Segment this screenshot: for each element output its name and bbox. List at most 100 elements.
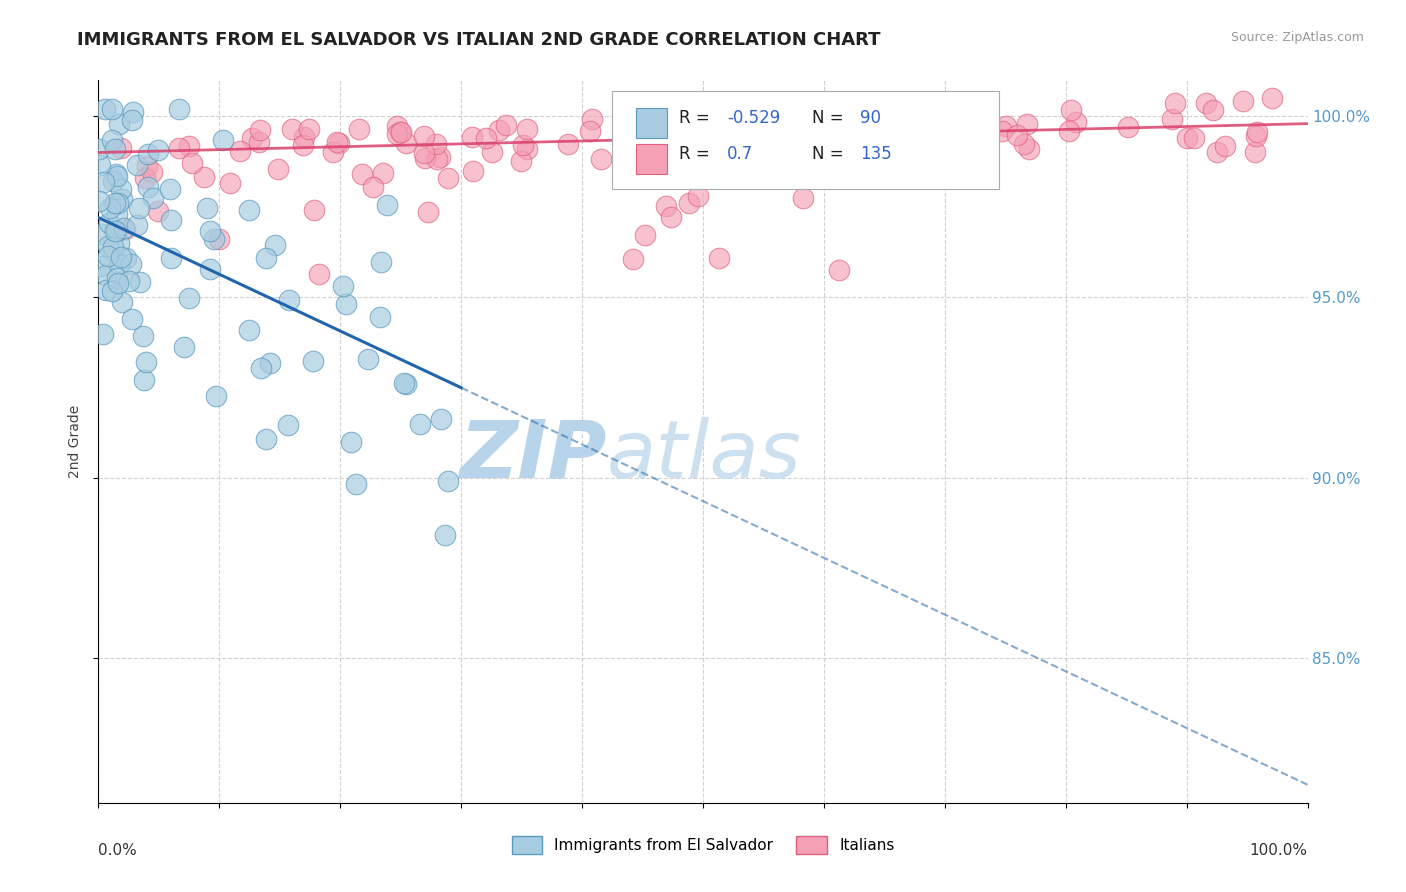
Point xyxy=(891,129,914,144)
Point xyxy=(281,121,304,136)
Point xyxy=(557,136,579,151)
Point xyxy=(488,123,510,137)
Point xyxy=(418,205,440,219)
Point xyxy=(127,158,149,172)
Point xyxy=(90,227,112,241)
Point xyxy=(193,169,215,184)
Point xyxy=(886,118,908,132)
Point xyxy=(1059,103,1081,117)
Point xyxy=(370,254,392,268)
Point xyxy=(146,204,169,219)
Point xyxy=(89,142,111,156)
Point xyxy=(292,138,315,153)
Point xyxy=(120,257,142,271)
Point xyxy=(90,259,112,273)
Point xyxy=(129,276,152,290)
Bar xyxy=(637,144,666,174)
Text: N =: N = xyxy=(811,145,849,163)
Legend: Immigrants from El Salvador, Italians: Immigrants from El Salvador, Italians xyxy=(506,830,900,860)
Point xyxy=(110,250,132,264)
Point xyxy=(136,180,159,194)
Point xyxy=(385,127,408,141)
Point xyxy=(1202,103,1225,118)
Point xyxy=(621,252,644,266)
Point xyxy=(828,263,851,277)
Point xyxy=(952,110,974,124)
Text: R =: R = xyxy=(679,109,714,128)
Point xyxy=(107,196,129,211)
Point xyxy=(98,202,121,216)
Point xyxy=(202,232,225,246)
Point xyxy=(277,418,299,433)
Point xyxy=(792,192,814,206)
Point xyxy=(950,144,973,158)
Point xyxy=(991,124,1014,138)
Point xyxy=(1005,128,1028,142)
Point xyxy=(205,389,228,403)
Point xyxy=(249,123,271,137)
Point xyxy=(1164,95,1187,110)
Y-axis label: 2nd Grade: 2nd Grade xyxy=(67,405,82,478)
Point xyxy=(655,199,678,213)
Point xyxy=(634,227,657,242)
Point xyxy=(1018,142,1040,156)
Bar xyxy=(637,108,666,138)
Point xyxy=(620,130,643,145)
Point xyxy=(412,145,434,160)
Point xyxy=(1175,131,1198,145)
Point xyxy=(115,251,138,265)
Point xyxy=(709,134,731,148)
Point xyxy=(101,285,124,299)
Point xyxy=(389,125,412,139)
Point xyxy=(619,128,641,143)
Point xyxy=(103,224,125,238)
Point xyxy=(104,167,127,181)
Point xyxy=(434,528,457,542)
Point xyxy=(101,240,124,254)
Point xyxy=(688,188,710,202)
Point xyxy=(762,134,785,148)
Point xyxy=(114,222,136,236)
Point xyxy=(263,237,285,252)
Point xyxy=(212,133,235,147)
Point xyxy=(100,102,122,116)
Point xyxy=(783,145,806,160)
Point xyxy=(512,138,534,153)
Point xyxy=(838,137,860,152)
Point xyxy=(104,195,127,210)
Point xyxy=(974,120,997,135)
Point xyxy=(136,147,159,161)
Point xyxy=(682,120,704,135)
Point xyxy=(112,220,135,235)
Point xyxy=(1161,112,1184,127)
Point xyxy=(1206,145,1229,159)
Point xyxy=(167,141,190,155)
Point xyxy=(495,118,517,132)
Point xyxy=(666,148,689,162)
Point xyxy=(950,144,973,158)
Point xyxy=(94,102,117,116)
Point xyxy=(591,152,613,166)
Point xyxy=(159,182,181,196)
Point xyxy=(169,102,191,116)
Point xyxy=(332,279,354,293)
Point xyxy=(111,192,134,206)
Point xyxy=(1116,120,1139,135)
Point xyxy=(932,136,955,150)
Point xyxy=(688,136,710,151)
Point xyxy=(361,179,384,194)
Point xyxy=(104,142,127,156)
Point xyxy=(828,140,851,154)
Point xyxy=(412,129,434,144)
Point xyxy=(254,251,277,265)
Point xyxy=(659,210,682,224)
Text: 0.0%: 0.0% xyxy=(98,843,138,857)
Point xyxy=(131,329,153,343)
Point xyxy=(481,145,503,159)
Point xyxy=(141,165,163,179)
Point xyxy=(108,235,131,250)
Point xyxy=(578,124,600,138)
Point xyxy=(208,232,231,246)
Point xyxy=(97,239,120,253)
Point xyxy=(135,355,157,369)
